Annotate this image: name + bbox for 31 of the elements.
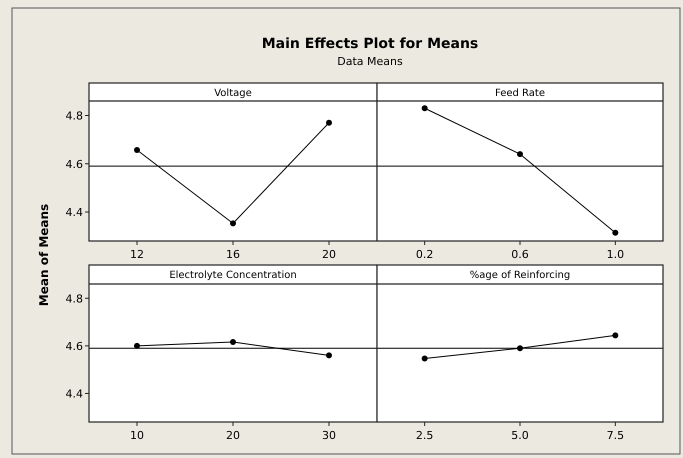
x-tick-label: 7.5 <box>606 429 624 442</box>
x-tick-label: 12 <box>130 248 144 261</box>
point <box>326 120 332 126</box>
chart-title: Voltage <box>214 88 252 99</box>
text: Main Effects Plot for Means <box>262 36 478 52</box>
point <box>326 352 332 358</box>
x-tick-label: 20 <box>322 248 336 261</box>
x-tick-label: 10 <box>130 429 144 442</box>
y-tick-label: 4.4 <box>66 206 83 220</box>
text: Data Means <box>337 55 403 68</box>
text: Mean of Means <box>37 204 51 306</box>
x-tick-label: 2.5 <box>416 429 434 442</box>
y-tick-label: 4.8 <box>66 109 83 122</box>
chart-title: Electrolyte Concentration <box>169 270 297 281</box>
y-tick-label: 4.4 <box>66 387 83 400</box>
x-tick-label: 20 <box>226 429 240 442</box>
x-tick-label: 0.6 <box>511 248 529 261</box>
y-tick-label: 4.6 <box>66 340 83 353</box>
y-tick-label: 4.8 <box>66 292 83 306</box>
chart-title: Feed Rate <box>495 88 545 99</box>
point <box>134 147 140 153</box>
x-tick-label: 16 <box>226 248 240 261</box>
x-tick-label: 0.2 <box>416 248 434 261</box>
chart-title: %age of Reinforcing <box>470 270 570 281</box>
y-tick-label: 4.6 <box>66 158 83 171</box>
point <box>230 220 236 226</box>
x-tick-label: 30 <box>322 429 336 442</box>
x-tick-label: 1.0 <box>606 248 624 261</box>
x-tick-label: 5.0 <box>511 429 529 442</box>
point <box>134 342 140 349</box>
point <box>230 339 236 346</box>
